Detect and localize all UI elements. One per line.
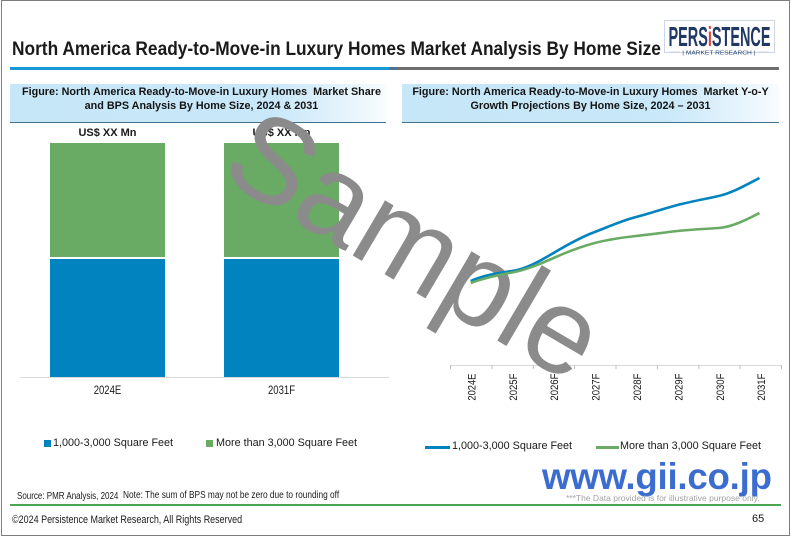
svg-text:2028F: 2028F — [632, 373, 644, 400]
svg-text:| MARKET RESEARCH |: | MARKET RESEARCH | — [682, 51, 755, 57]
svg-text:2024E: 2024E — [466, 374, 478, 401]
svg-text:PERSiSTENCE: PERSiSTENCE — [669, 21, 771, 52]
svg-text:2029F: 2029F — [673, 373, 685, 400]
svg-text:2031F: 2031F — [756, 373, 768, 400]
svg-text:2030F: 2030F — [715, 373, 727, 400]
svg-text:2025F: 2025F — [508, 373, 520, 400]
svg-text:2026F: 2026F — [549, 373, 561, 400]
svg-text:2027F: 2027F — [591, 373, 603, 400]
